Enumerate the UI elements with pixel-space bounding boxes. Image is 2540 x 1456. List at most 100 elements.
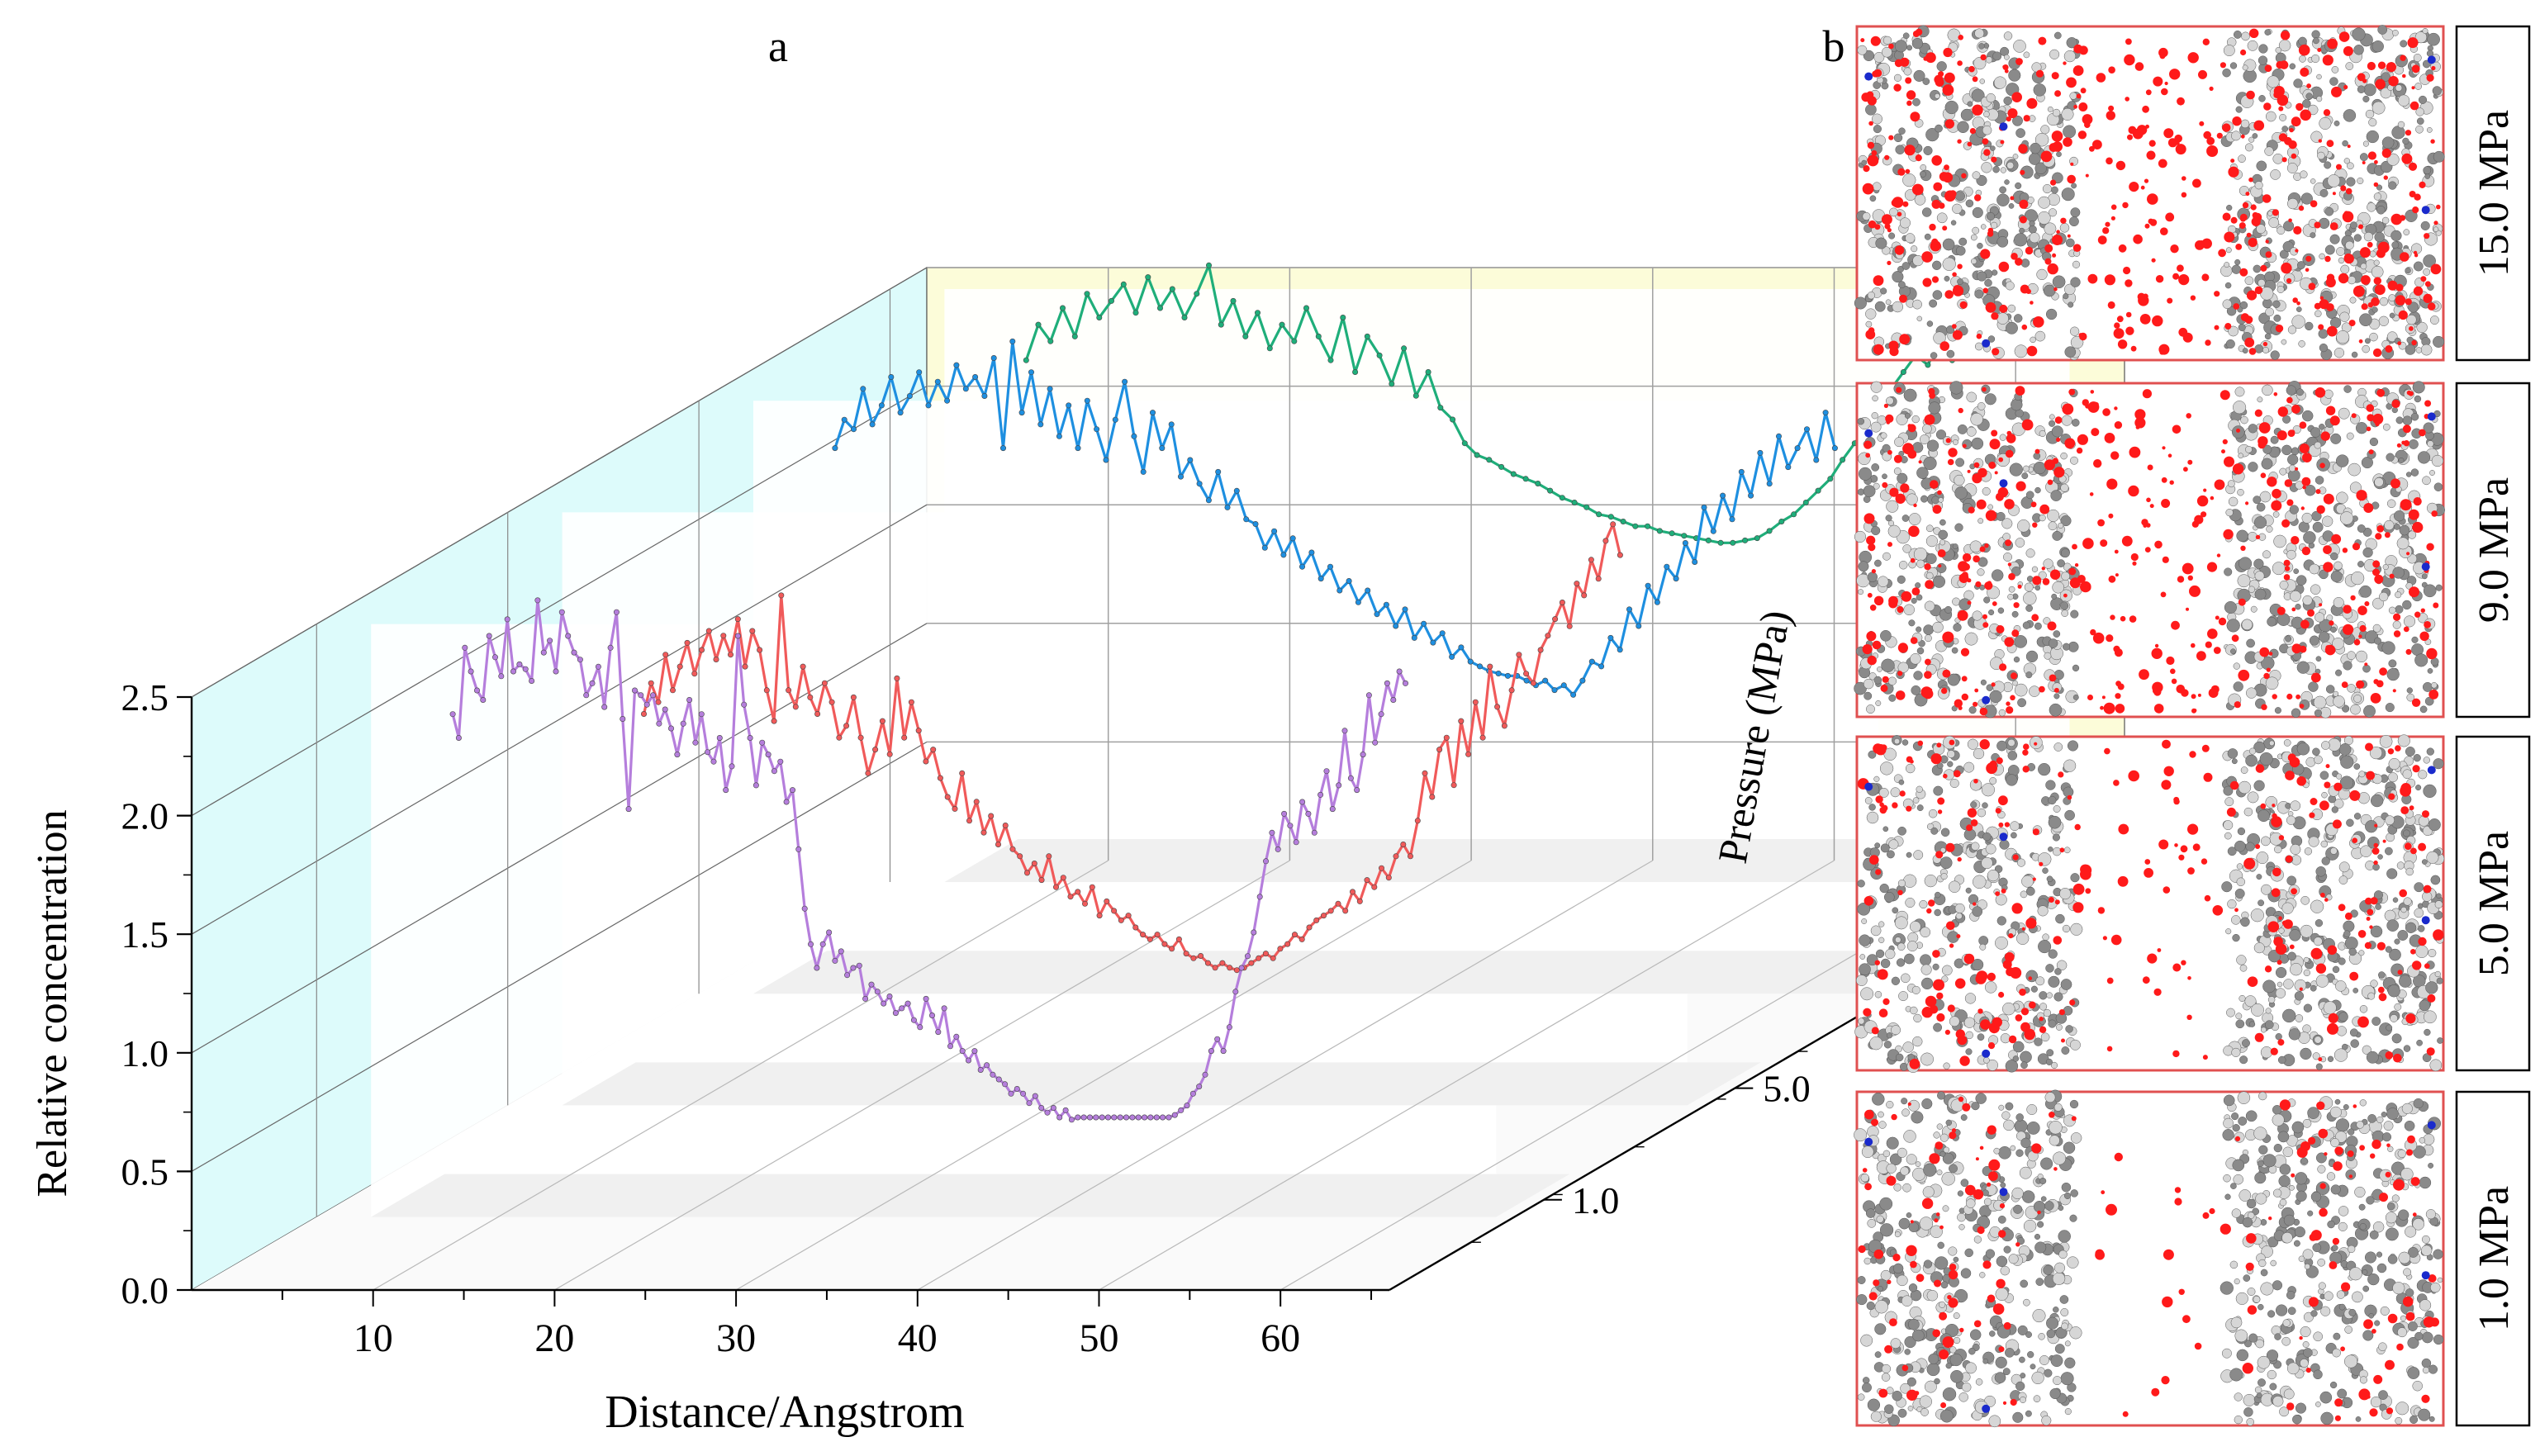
atom [2295,575,2307,586]
molecule [2026,345,2038,357]
snapshot-panel: 15.0 MPa [1854,25,2531,362]
atom [2302,1118,2312,1128]
molecule [2011,92,2022,102]
data-point [1096,314,1103,320]
atom [1898,991,1909,1002]
data-point [792,704,799,710]
atom [2342,704,2350,713]
molecule [2255,534,2261,539]
molecule [2077,575,2086,583]
z-tick-label: 1.0 [1572,1179,1620,1221]
atom [2414,83,2422,90]
molecule [1897,671,1903,676]
molecule [2400,785,2412,797]
atom [2039,1177,2047,1185]
molecule [1900,483,1910,493]
atom [1953,623,1962,632]
molecule [2323,493,2334,505]
atom [2320,840,2329,848]
molecule [2385,345,2393,353]
atom [1943,1062,1950,1069]
molecule [1953,285,1962,294]
molecule [1929,1004,1939,1014]
atom [2400,1315,2406,1321]
atom [1965,887,1972,894]
atom [2396,861,2405,870]
atom [2403,1268,2412,1277]
data-point [1551,687,1558,694]
data-point [1336,782,1342,789]
atom [1977,402,1986,410]
molecule [1868,121,1873,126]
atom [2358,950,2365,956]
atom [1898,560,1908,570]
atom [2310,427,2321,438]
data-point [1754,535,1760,542]
atom [2422,28,2428,34]
chart-series [449,262,2053,1123]
molecule [1931,199,1941,209]
data-point [677,663,683,670]
molecule [2314,221,2321,229]
data-point [1327,357,1334,363]
atom [2423,784,2437,799]
atom [2231,264,2241,274]
atom [1886,1032,1893,1039]
atom [2258,278,2266,287]
atom [1988,1415,2001,1428]
series-line-5.0 [642,523,1621,972]
molecule [2025,246,2034,255]
atom [2321,791,2328,799]
atom [2333,1048,2348,1062]
atom [1955,245,1966,256]
atom [2416,321,2428,334]
atom [2413,1145,2426,1159]
molecule [2245,192,2250,197]
atom [2386,453,2395,462]
atom [2348,462,2362,477]
molecule [2044,258,2052,265]
data-point [1364,877,1370,884]
atom [2370,925,2383,938]
molecule [2430,263,2442,275]
molecule [2407,37,2419,49]
atom [1916,626,1922,633]
atom [2413,54,2422,62]
molecule [2053,467,2065,478]
atom [1908,513,1921,526]
atom [2390,963,2405,977]
atom [2006,774,2018,786]
molecule [2291,153,2297,159]
atom [2277,1131,2290,1143]
data-point [759,739,766,746]
data-point [1262,951,1269,957]
atom [1924,1380,1937,1393]
molecule [1937,490,1942,496]
data-point [1062,1107,1069,1113]
atom [2266,1349,2279,1362]
molecule [1882,998,1890,1005]
molecule [1871,149,1878,156]
data-point [1802,499,1809,505]
molecule [1915,154,1922,162]
atom [1925,127,1939,142]
data-point [1009,846,1016,852]
data-point [923,995,929,1002]
atom [1882,473,1887,480]
atom [2229,62,2238,69]
atom [2309,563,2320,575]
atom [2291,1121,2305,1134]
atom [2300,895,2310,905]
atom [2023,1298,2030,1307]
data-point [1263,858,1270,865]
atom [2008,586,2015,593]
molecule [2125,38,2132,45]
atom [2275,1033,2282,1041]
molecule [2356,680,2365,689]
atom [1983,111,1990,118]
molecule [1878,1008,1888,1017]
molecule [1949,739,1955,746]
molecule [1928,387,1935,396]
atom [2305,484,2316,496]
atom [1883,891,1895,903]
